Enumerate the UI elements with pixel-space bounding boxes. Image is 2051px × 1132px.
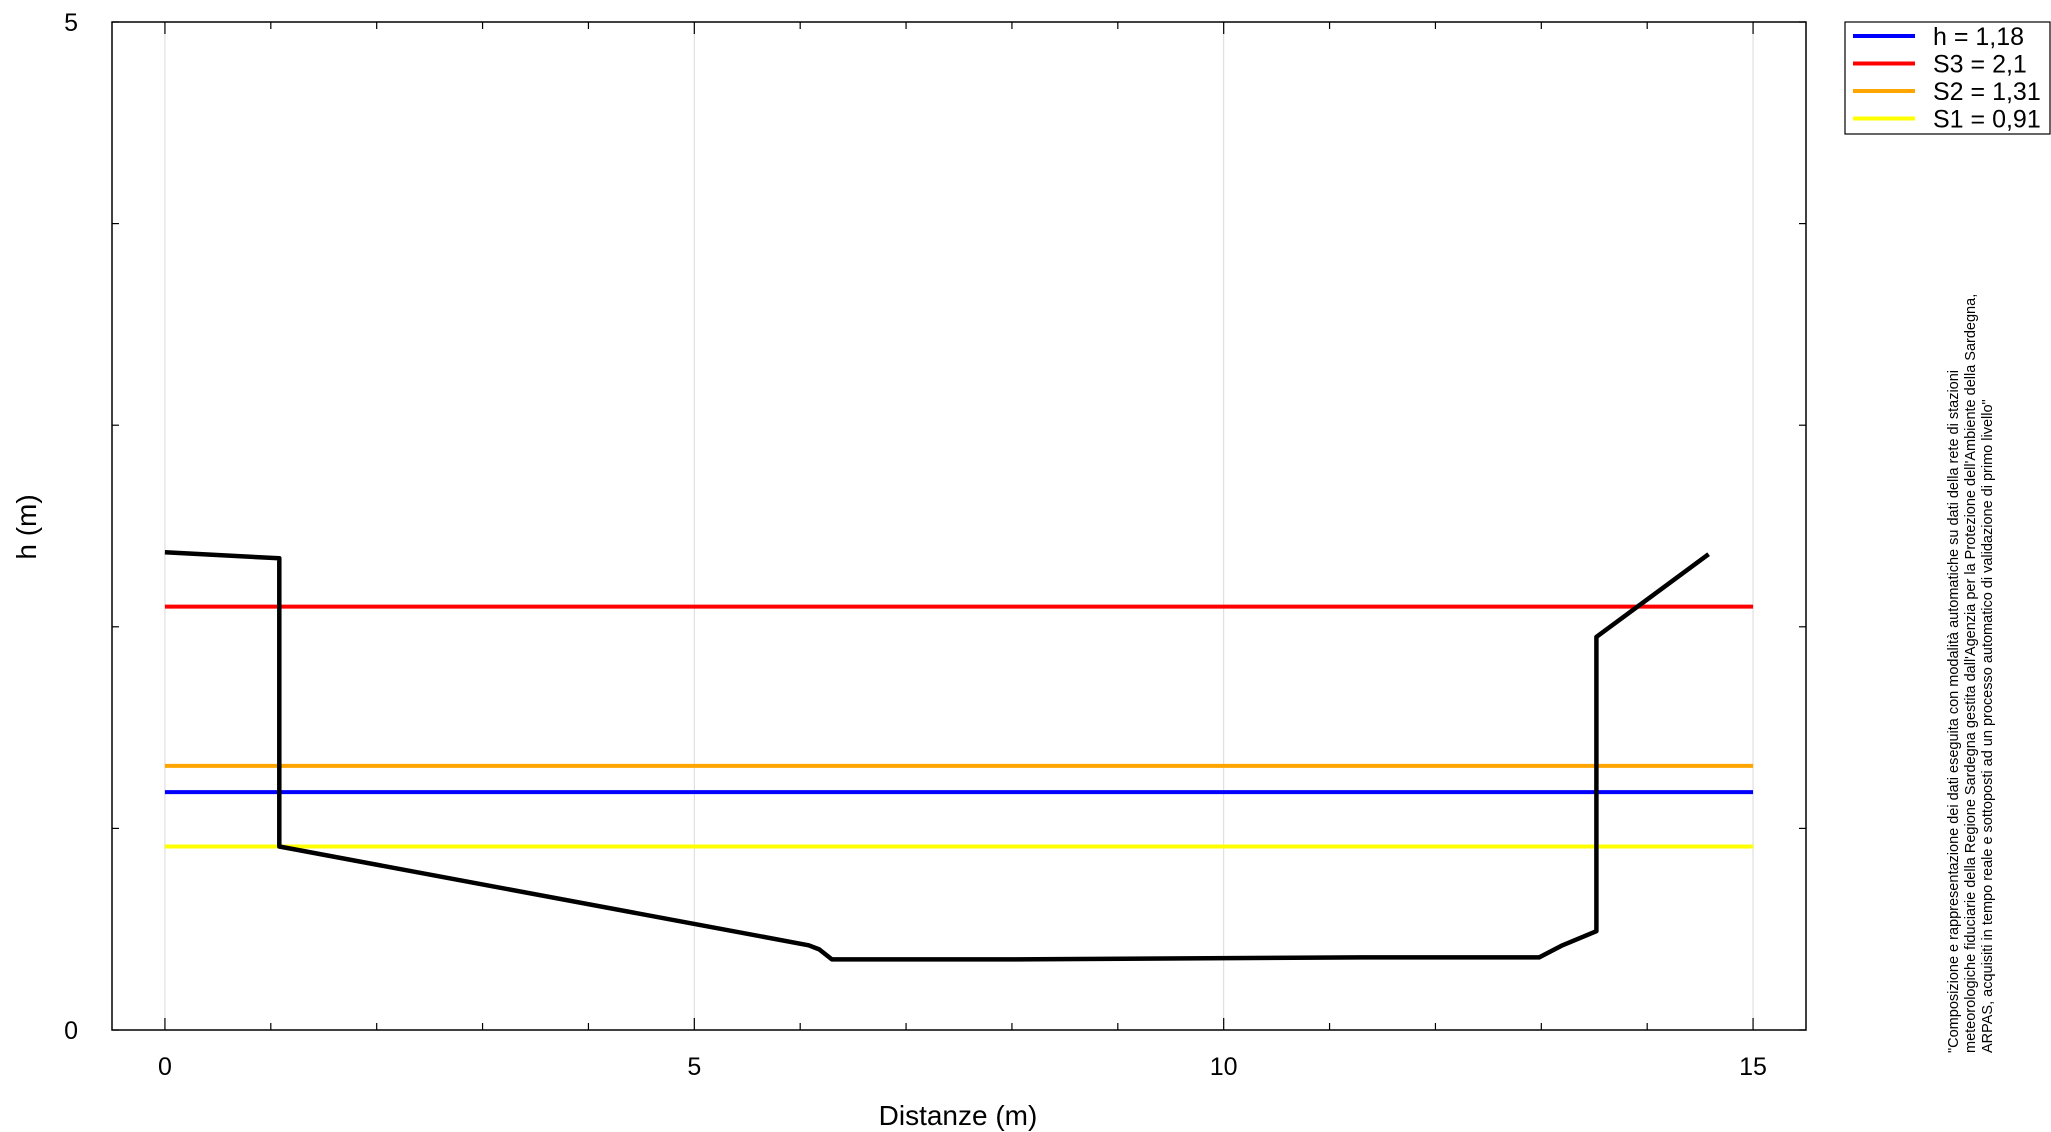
legend-label: h = 1,18 [1933,23,2024,51]
y-tick-label: 5 [64,9,78,37]
legend-label: S1 = 0,91 [1933,106,2041,134]
legend-label: S2 = 1,31 [1933,78,2041,106]
x-tick-label: 15 [1739,1053,1767,1081]
credit-line: "Composizione e rappresentazione dei dat… [1946,370,1962,1053]
legend-box [1844,21,2051,135]
x-axis-title: Distanze (m) [879,1100,1038,1131]
x-tick-label: 5 [687,1053,701,1081]
grid-lines [164,22,1754,1030]
x-tick-label: 10 [1210,1053,1238,1081]
credit-line: ARPAS, acquisiti in tempo reale e sottop… [1980,399,1996,1053]
riverbed-profile [164,549,1710,962]
credit-line: meteorologiche fiduciarie della Regione … [1963,294,1979,1053]
x-tick-label: 0 [158,1053,172,1081]
y-axis-title: h (m) [11,494,42,559]
profile-line [164,549,1710,962]
axis-ticks: 0 5 10 15 0 5 [64,9,1806,1081]
legend-label: S3 = 2,1 [1933,51,2027,79]
data-credit-note: "Composizione e rappresentazione dei dat… [1946,294,1996,1053]
level-lines [164,604,1754,849]
plot-frame [111,21,1807,1031]
y-tick-label: 0 [64,1017,78,1045]
